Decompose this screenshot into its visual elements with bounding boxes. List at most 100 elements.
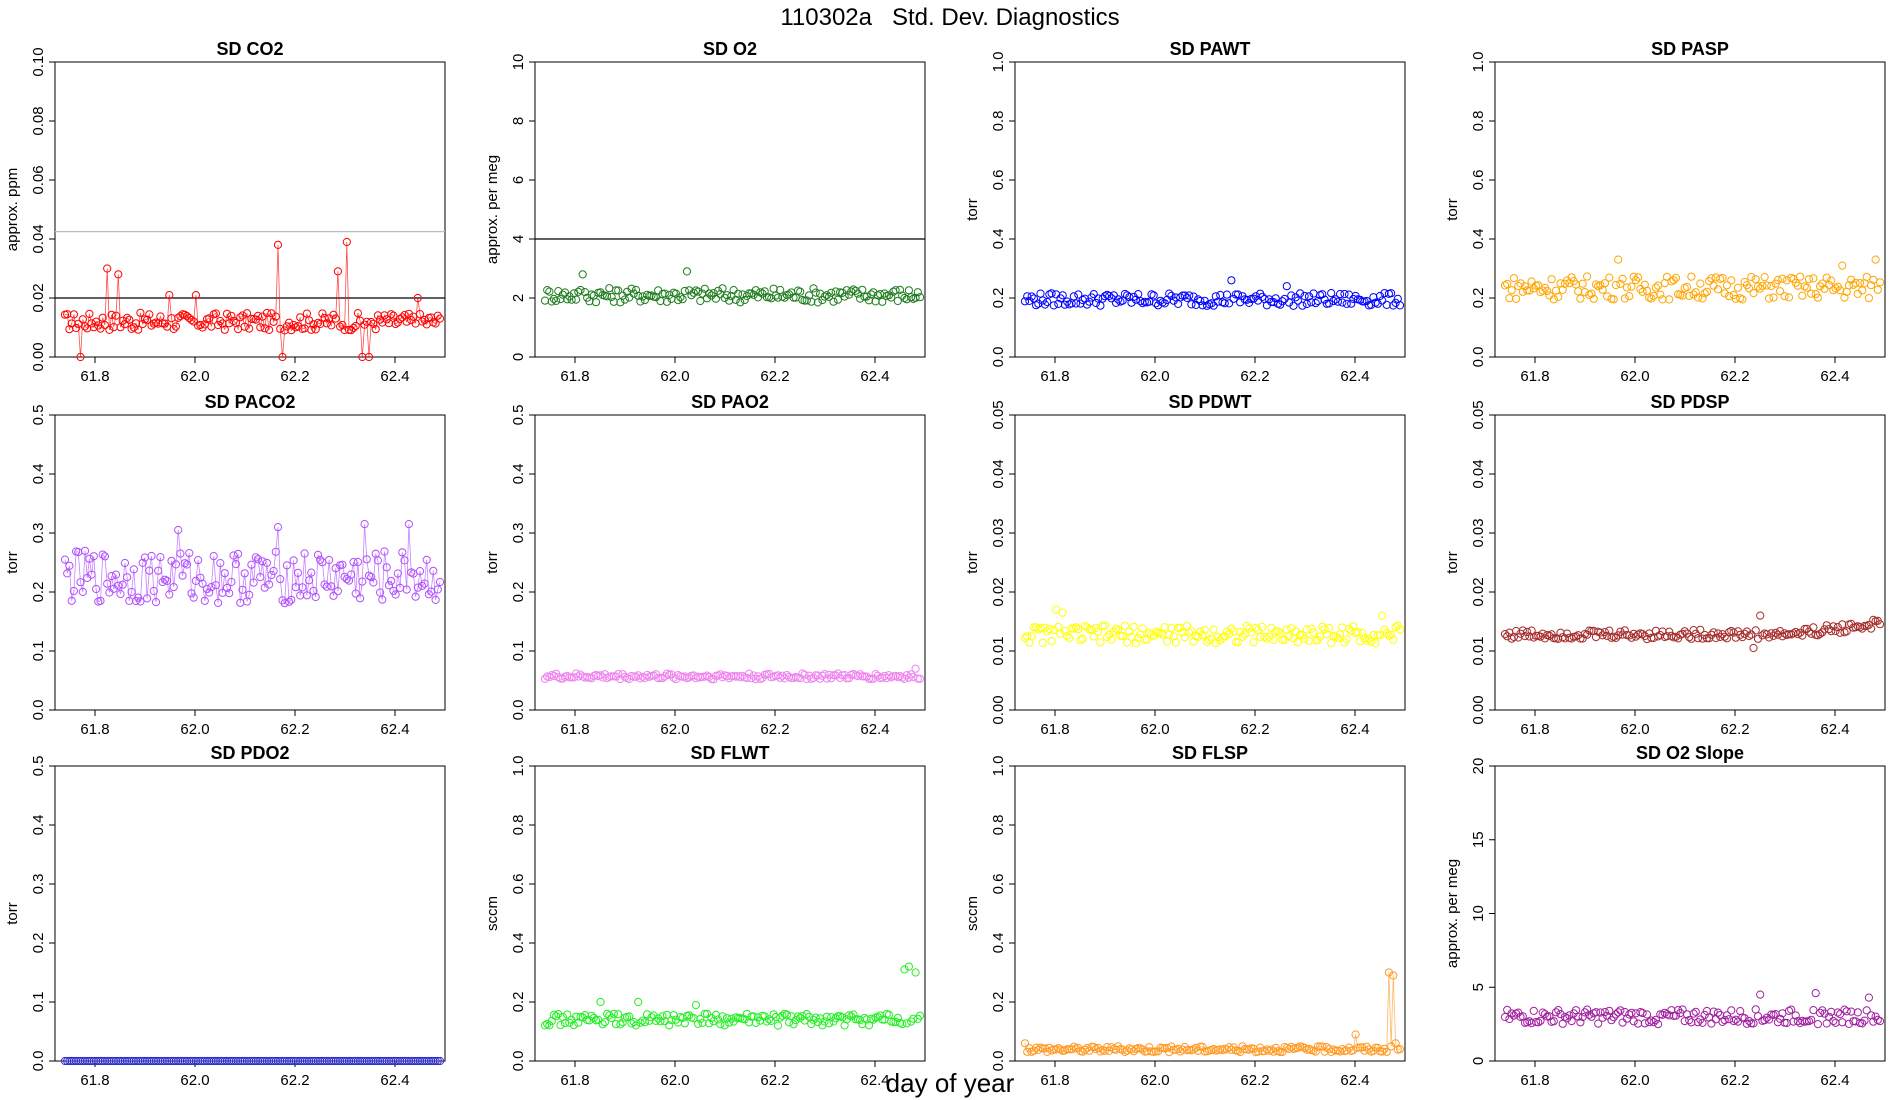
data-point [811, 288, 820, 297]
x-tick-label: 62.0 [660, 368, 689, 385]
data-point [687, 291, 696, 300]
data-point [1751, 626, 1760, 635]
data-point [400, 556, 409, 565]
y-tick-label: 0.4 [990, 229, 1007, 250]
data-point [1753, 282, 1763, 291]
data-point [1047, 637, 1056, 646]
data-point [1382, 629, 1391, 638]
data-point [1809, 1006, 1818, 1015]
data-point [893, 1013, 902, 1023]
data-point [145, 566, 154, 575]
data-point [1149, 631, 1158, 640]
data-point [382, 315, 391, 324]
data-point [1302, 625, 1311, 634]
data-point [1038, 296, 1047, 305]
data-point [1547, 275, 1556, 284]
data-point [722, 671, 732, 681]
data-point [876, 1011, 885, 1020]
data-point [1765, 294, 1774, 303]
x-tick-label: 62.2 [760, 721, 789, 738]
data-point [327, 582, 336, 591]
panel-sd-flsp: SD FLSP sccm 0.0 0.2 0.4 0.6 0.8 1.0 61.8 62.0 62.… [964, 743, 1406, 1089]
data-point [1052, 290, 1061, 299]
data-point [1094, 627, 1103, 636]
data-point [811, 1013, 820, 1022]
plot-frame [1494, 414, 1886, 711]
panel-sd-flwt: SD FLWT sccm 0.0 0.2 0.4 0.6 0.8 1.0 61.8 62.0 62.… [484, 743, 926, 1089]
data-point [1136, 630, 1145, 639]
data-point [1545, 1012, 1554, 1021]
data-point [1382, 300, 1391, 309]
data-point [302, 591, 311, 600]
data-point [356, 1056, 365, 1066]
data-point [214, 320, 223, 330]
data-point [435, 314, 445, 323]
y-tick-label: 0.4 [30, 464, 47, 485]
data-point [1395, 301, 1405, 310]
data-point [1336, 1047, 1345, 1056]
data-point [382, 1056, 391, 1066]
data-point [1698, 294, 1707, 303]
data-point [609, 297, 618, 306]
y-tick-label: 0.6 [510, 874, 527, 895]
data-point [1123, 638, 1132, 647]
data-point [1822, 273, 1831, 282]
data-point [1822, 1019, 1831, 1028]
data-point [1076, 636, 1085, 645]
data-point [1627, 1008, 1636, 1018]
y-tick-label: 0 [1470, 1057, 1487, 1065]
data-point [1549, 1017, 1558, 1026]
data-point [1831, 284, 1840, 293]
data-point [396, 1056, 405, 1066]
data-point [554, 1009, 563, 1019]
data-point [1851, 278, 1860, 288]
panel-title: SD PDO2 [210, 743, 289, 763]
series-line [64, 241, 441, 358]
data-point [1596, 628, 1605, 637]
data-point [1347, 627, 1356, 636]
data-point [1784, 293, 1794, 302]
data-point [1718, 273, 1727, 283]
data-point [1225, 1043, 1234, 1052]
data-point [1236, 627, 1245, 636]
data-point [1387, 289, 1396, 298]
data-point [431, 1056, 440, 1066]
series-points [1020, 605, 1405, 648]
data-point [745, 669, 754, 678]
data-point [291, 583, 300, 592]
data-point [358, 577, 367, 586]
data-point [1867, 624, 1876, 633]
data-point [891, 286, 900, 295]
panel-title: SD PDSP [1650, 392, 1729, 412]
data-point [694, 287, 703, 296]
data-point [1576, 294, 1585, 303]
data-point [1353, 1043, 1362, 1052]
x-tick-label: 61.8 [560, 368, 589, 385]
data-point [869, 1015, 878, 1024]
data-point [711, 294, 721, 303]
data-point [1069, 1042, 1078, 1051]
data-point [76, 1056, 85, 1066]
data-point [329, 591, 338, 600]
data-point [1071, 623, 1081, 632]
data-point [1749, 643, 1758, 653]
data-point [1324, 299, 1334, 308]
data-point [549, 294, 559, 303]
data-point [1047, 289, 1056, 298]
data-point [1500, 630, 1510, 639]
data-point [1605, 626, 1614, 635]
data-point [578, 1013, 587, 1022]
data-point [1107, 635, 1116, 644]
data-point [1665, 295, 1674, 304]
data-point [605, 284, 614, 293]
x-tick-label: 62.0 [1140, 721, 1169, 738]
data-point [1227, 1045, 1236, 1054]
data-point [1738, 295, 1747, 304]
data-point [540, 1021, 550, 1030]
data-point [782, 671, 792, 680]
data-point [1391, 298, 1400, 307]
data-point [1709, 628, 1718, 637]
data-point [1289, 634, 1298, 643]
data-point [760, 287, 769, 296]
data-point [705, 672, 714, 682]
